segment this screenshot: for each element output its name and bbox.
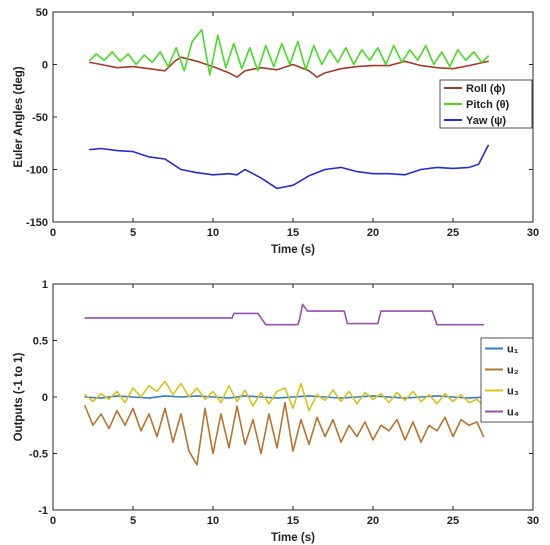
chart1-y-axis-label: Euler Angles (deg) (13, 66, 25, 167)
chart1-y-tick-label: 50 (36, 7, 48, 19)
chart2-legend-label: u₃ (507, 386, 519, 398)
chart1-x-tick-label: 15 (287, 227, 299, 239)
chart1-x-tick-label: 0 (50, 227, 56, 239)
chart2-legend-label: u₁ (507, 344, 519, 356)
chart2-legend-label: u₂ (507, 365, 519, 377)
chart2-legend-label: u₄ (507, 407, 519, 419)
chart2-series-line-2 (84, 401, 485, 466)
chart2-x-tick-label: 5 (130, 515, 136, 527)
chart2-x-tick-label: 30 (527, 515, 539, 527)
chart2-x-tick-label: 0 (50, 515, 56, 527)
chart1-series-line-2 (89, 28, 490, 76)
chart2-x-axis-label: Time (s) (271, 532, 315, 544)
chart1-series-line-3 (89, 144, 490, 190)
chart1-x-tick-label: 10 (207, 227, 219, 239)
chart2-x-tick-label: 25 (447, 515, 459, 527)
chart1-x-tick-label: 25 (447, 227, 459, 239)
chart1-x-tick-label: 30 (527, 227, 539, 239)
chart2-y-tick-label: 0 (42, 392, 48, 404)
chart1-y-tick-label: -50 (32, 112, 48, 124)
chart1-y-tick-label: -100 (26, 165, 48, 177)
chart2-y-tick-label: 1 (42, 279, 48, 291)
chart1-x-tick-label: 20 (367, 227, 379, 239)
chart1-legend-label: Roll (ϕ) (466, 83, 506, 95)
chart1-series-line-1 (89, 56, 490, 78)
chart2-series-line-3 (84, 380, 485, 412)
chart2-x-tick-label: 10 (207, 515, 219, 527)
chart2-y-tick-label: 0.5 (33, 336, 48, 348)
chart1-x-tick-label: 5 (130, 227, 136, 239)
chart2-x-tick-label: 15 (287, 515, 299, 527)
chart2-y-axis-label: Outputs (-1 to 1) (13, 352, 25, 441)
chart1-legend-label: Yaw (ψ) (466, 115, 506, 127)
chart2-legend (480, 337, 534, 423)
chart1-y-tick-label: -150 (26, 217, 48, 229)
chart2-x-tick-label: 20 (367, 515, 379, 527)
chart2-y-tick-label: -1 (38, 505, 48, 517)
chart2-y-tick-label: -0.5 (29, 449, 48, 461)
chart1-legend-label: Pitch (θ) (466, 99, 510, 111)
chart1-y-tick-label: 0 (42, 60, 48, 72)
chart1-x-axis-label: Time (s) (271, 244, 315, 256)
chart2-series-line-4 (84, 303, 485, 326)
